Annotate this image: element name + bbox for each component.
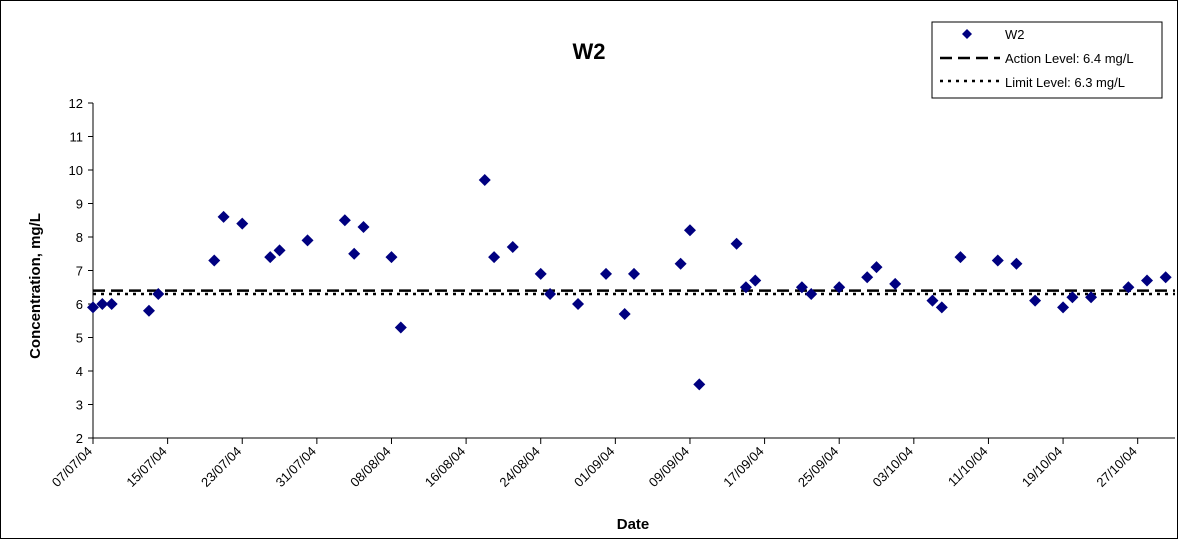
data-point [394, 321, 407, 334]
data-point [991, 254, 1004, 267]
y-tick-label: 2 [76, 431, 83, 446]
data-point [861, 271, 874, 284]
x-tick-label: 08/08/04 [347, 444, 393, 490]
data-point [208, 254, 221, 267]
y-axis-label: Concentration, mg/L [27, 213, 44, 359]
data-point [628, 267, 640, 280]
data-point [105, 298, 118, 310]
data-point [1122, 281, 1135, 294]
y-tick-label: 6 [76, 297, 83, 312]
x-tick-label: 09/09/04 [646, 444, 692, 490]
data-point [954, 251, 967, 264]
data-point [889, 277, 902, 290]
data-point [870, 261, 883, 274]
y-tick-label: 10 [69, 163, 83, 178]
legend: W2 Action Level: 6.4 mg/L Limit Level: 6… [931, 21, 1163, 99]
data-point [674, 257, 687, 270]
data-point [534, 267, 547, 280]
data-point [739, 281, 752, 294]
data-point [693, 378, 706, 391]
data-point [506, 241, 519, 254]
data-point [935, 301, 948, 314]
y-tick-label: 11 [70, 130, 84, 145]
data-point [385, 251, 398, 264]
chart-title: W2 [573, 39, 606, 64]
x-tick-label: 17/09/04 [720, 444, 766, 490]
x-tick-label: 19/10/04 [1019, 444, 1065, 490]
y-tick-label: 7 [76, 264, 83, 279]
data-point [357, 220, 370, 233]
data-point [1159, 271, 1172, 284]
data-point [1066, 291, 1079, 304]
data-point [1010, 257, 1023, 270]
data-point [749, 274, 762, 287]
data-point [152, 287, 165, 300]
x-tick-label: 24/08/04 [496, 444, 542, 490]
data-point [1141, 274, 1154, 287]
x-tick-label: 15/07/04 [123, 444, 169, 490]
data-point [544, 287, 557, 300]
x-tick-label: 01/09/04 [571, 444, 617, 490]
data-point [236, 217, 249, 230]
data-point [478, 174, 491, 187]
x-tick-label: 07/07/04 [49, 444, 95, 490]
data-point [600, 267, 613, 280]
data-point [1057, 301, 1070, 314]
data-point [730, 237, 743, 250]
data-point [273, 244, 286, 257]
x-tick-label: 11/10/04 [945, 444, 991, 490]
data-point [833, 281, 846, 294]
x-tick-label: 16/08/04 [422, 444, 468, 490]
x-tick-label: 27/10/04 [1093, 444, 1139, 490]
data-point [348, 247, 361, 260]
data-point [618, 308, 631, 321]
data-point [217, 210, 230, 223]
data-point [264, 251, 277, 264]
data-point [795, 281, 808, 294]
y-tick-label: 8 [76, 230, 83, 245]
y-tick-label: 4 [76, 364, 83, 379]
data-points [87, 174, 1172, 391]
data-point [87, 301, 99, 314]
data-point [1029, 294, 1042, 307]
data-point [96, 298, 109, 310]
legend-entry-limit: Limit Level: 6.3 mg/L [1005, 75, 1125, 90]
y-tick-label: 12 [69, 96, 83, 111]
data-point [926, 294, 939, 307]
legend-entry-w2: W2 [1005, 27, 1025, 42]
reference-lines [93, 289, 1175, 296]
data-point [1085, 291, 1098, 304]
data-point [805, 287, 818, 300]
x-axis-label: Date [617, 516, 650, 533]
x-tick-label: 03/10/04 [870, 444, 916, 490]
x-tick-label: 23/07/04 [198, 444, 244, 490]
data-point [683, 224, 696, 237]
legend-entry-action: Action Level: 6.4 mg/L [1005, 51, 1134, 66]
x-tick-label: 31/07/04 [273, 444, 319, 490]
data-point [142, 304, 155, 317]
y-tick-label: 3 [76, 398, 83, 413]
x-tick-label: 25/09/04 [795, 444, 841, 490]
legend-marker-w2 [962, 29, 972, 39]
data-point [572, 298, 585, 310]
data-point [338, 214, 351, 227]
data-point [301, 234, 314, 247]
y-tick-label: 5 [76, 331, 83, 346]
data-point [488, 251, 501, 264]
y-tick-label: 9 [76, 197, 83, 212]
